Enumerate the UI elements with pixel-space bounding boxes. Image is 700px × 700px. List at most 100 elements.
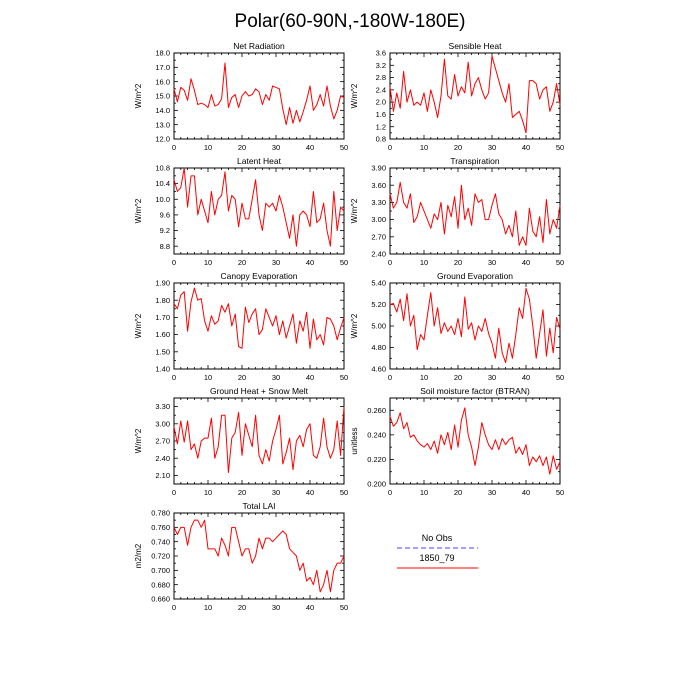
x-tick-label: 10 xyxy=(204,258,212,267)
plot-frame xyxy=(173,52,345,140)
y-tick-label: 1.40 xyxy=(155,365,170,374)
panel-title: Net Radiation xyxy=(233,41,285,51)
panel-net-radiation: Net Radiation W/m^2 0 10 20 30 40 50 12.0 13.0 14.… xyxy=(134,41,348,152)
y-tick-label: 16.0 xyxy=(155,77,170,86)
x-tick-label: 40 xyxy=(306,143,314,152)
series-line-1850-79 xyxy=(173,167,345,247)
panel-title: Ground Heat + Snow Melt xyxy=(210,386,309,396)
figure-title: Polar(60-90N,-180W-180E) xyxy=(235,11,466,32)
y-tick-label: 0.700 xyxy=(151,566,170,575)
x-tick-label: 40 xyxy=(306,488,314,497)
panel-title: Canopy Evaporation xyxy=(220,271,297,281)
x-tick-label: 30 xyxy=(488,258,496,267)
series-line-1850-79 xyxy=(173,62,345,126)
x-tick-label: 40 xyxy=(522,258,530,267)
x-tick-label: 20 xyxy=(238,143,246,152)
x-tick-label: 50 xyxy=(556,488,564,497)
panel-title: Latent Heat xyxy=(237,156,282,166)
x-tick-label: 40 xyxy=(306,373,314,382)
y-tick-label: 10.4 xyxy=(155,179,170,188)
y-tick-label: 12.0 xyxy=(155,135,170,144)
y-tick-label: 0.660 xyxy=(151,595,170,604)
y-tick-label: 0.680 xyxy=(151,580,170,589)
legend: No Obs 1850_79 xyxy=(397,533,478,569)
x-tick-label: 10 xyxy=(204,488,212,497)
y-axis-label: m2/m2 xyxy=(134,543,143,568)
y-tick-label: 3.60 xyxy=(371,181,386,190)
x-tick-label: 20 xyxy=(454,488,462,497)
legend-label-1850-79: 1850_79 xyxy=(419,553,454,563)
y-tick-label: 0.240 xyxy=(367,430,386,439)
y-tick-label: 2.0 xyxy=(376,98,386,107)
y-tick-label: 3.30 xyxy=(155,402,170,411)
x-tick-label: 0 xyxy=(388,258,392,267)
y-tick-label: 1.60 xyxy=(155,330,170,339)
y-tick-label: 1.80 xyxy=(155,296,170,305)
y-tick-label: 0.780 xyxy=(151,509,170,518)
y-axis-label: unitless xyxy=(350,427,359,454)
panel-total-lai: Total LAI m2/m2 0 10 20 30 40 50 0.660 0.680 0.700… xyxy=(134,501,348,612)
y-tick-label: 3.00 xyxy=(155,419,170,428)
x-tick-label: 10 xyxy=(204,373,212,382)
x-tick-label: 50 xyxy=(340,258,348,267)
plot-frame xyxy=(173,397,345,485)
x-tick-label: 40 xyxy=(522,488,530,497)
series-line-1850-79 xyxy=(389,407,561,475)
y-tick-label: 5.20 xyxy=(371,300,386,309)
y-tick-label: 1.90 xyxy=(155,279,170,288)
y-tick-label: 0.720 xyxy=(151,552,170,561)
panel-title: Soil moisture factor (BTRAN) xyxy=(420,386,530,396)
x-tick-label: 40 xyxy=(522,373,530,382)
series-line-1850-79 xyxy=(173,287,345,349)
y-axis-label: W/m^2 xyxy=(134,313,143,338)
panel-canopy-evaporation: Canopy Evaporation W/m^2 0 10 20 30 40 50 1.40 1.… xyxy=(134,271,348,382)
x-tick-label: 20 xyxy=(454,258,462,267)
y-tick-label: 2.70 xyxy=(371,232,386,241)
panel-transpiration: Transpiration W/m^2 0 10 20 30 40 50 2.40 2.70 3.0… xyxy=(350,156,564,267)
y-axis-label: W/m^2 xyxy=(134,83,143,108)
y-tick-label: 3.6 xyxy=(376,49,386,58)
plot-frame xyxy=(389,282,561,370)
panel-soil-moisture-factor-btran: Soil moisture factor (BTRAN) unitless 0 10 2… xyxy=(350,386,564,497)
y-tick-label: 2.70 xyxy=(155,437,170,446)
y-tick-label: 3.30 xyxy=(371,198,386,207)
y-tick-label: 15.0 xyxy=(155,92,170,101)
x-tick-label: 20 xyxy=(454,143,462,152)
x-tick-label: 50 xyxy=(340,143,348,152)
x-tick-label: 50 xyxy=(340,488,348,497)
y-tick-label: 9.6 xyxy=(160,211,170,220)
x-tick-label: 0 xyxy=(172,603,176,612)
x-tick-label: 20 xyxy=(238,488,246,497)
series-line-1850-79 xyxy=(389,55,561,134)
x-tick-label: 10 xyxy=(420,258,428,267)
x-tick-label: 10 xyxy=(420,143,428,152)
y-tick-label: 3.2 xyxy=(376,61,386,70)
plot-frame xyxy=(173,512,345,600)
y-axis-label: W/m^2 xyxy=(350,313,359,338)
x-tick-label: 0 xyxy=(172,258,176,267)
y-tick-label: 0.260 xyxy=(367,406,386,415)
x-tick-label: 20 xyxy=(454,373,462,382)
y-tick-label: 1.50 xyxy=(155,347,170,356)
series-line-1850-79 xyxy=(389,287,561,364)
y-tick-label: 1.6 xyxy=(376,110,386,119)
panels: Net Radiation W/m^2 0 10 20 30 40 50 12.0 13.0 14.… xyxy=(134,41,564,612)
y-tick-label: 10.8 xyxy=(155,164,170,173)
y-tick-label: 0.220 xyxy=(367,455,386,464)
plot-frame xyxy=(173,282,345,370)
x-tick-label: 30 xyxy=(272,373,280,382)
y-axis-label: W/m^2 xyxy=(134,198,143,223)
x-tick-label: 30 xyxy=(488,373,496,382)
panel-sensible-heat: Sensible Heat W/m^2 0 10 20 30 40 50 0.8 1.2 1.6 2.… xyxy=(350,41,564,152)
x-tick-label: 50 xyxy=(340,373,348,382)
x-tick-label: 30 xyxy=(272,143,280,152)
x-tick-label: 40 xyxy=(306,603,314,612)
y-tick-label: 9.2 xyxy=(160,226,170,235)
y-tick-label: 2.8 xyxy=(376,73,386,82)
y-axis-label: W/m^2 xyxy=(134,428,143,453)
x-tick-label: 10 xyxy=(420,488,428,497)
x-tick-label: 40 xyxy=(522,143,530,152)
y-tick-label: 13.0 xyxy=(155,120,170,129)
y-tick-label: 5.00 xyxy=(371,322,386,331)
y-tick-label: 1.2 xyxy=(376,122,386,131)
